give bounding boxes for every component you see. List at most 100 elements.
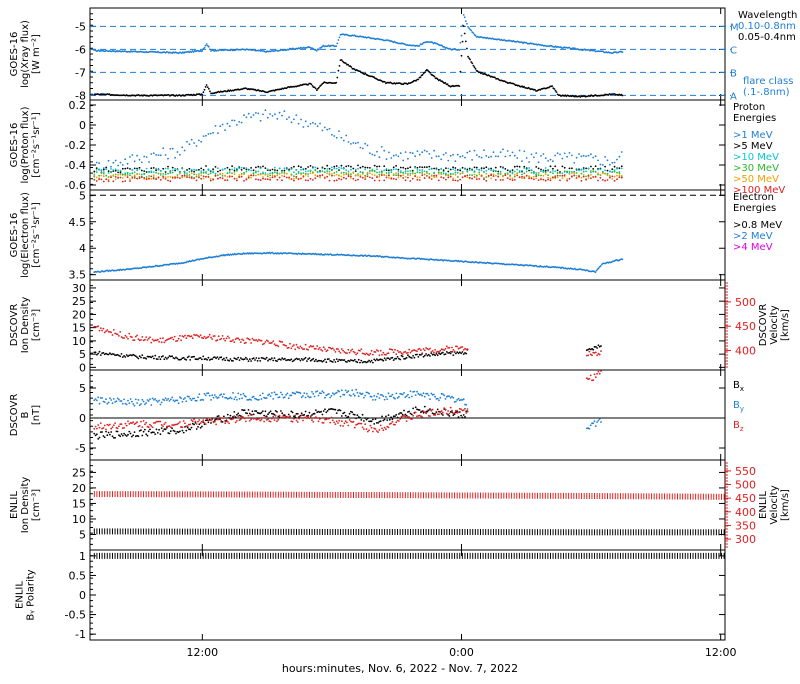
data-point-5MeV	[395, 165, 397, 167]
data-point-By	[253, 396, 255, 398]
data-point-By	[268, 393, 270, 395]
data-point-1MeV	[557, 152, 559, 154]
data-point-Bz	[336, 420, 338, 422]
data-point-Bz	[377, 431, 379, 433]
data-point-velocity	[432, 350, 434, 352]
data-point-Bx	[110, 431, 112, 433]
data-point-Bx	[344, 412, 346, 414]
data-point-100MeV	[250, 175, 252, 177]
data-point-10MeV	[331, 167, 333, 169]
data-point-By	[364, 395, 366, 397]
data-point-density	[372, 362, 374, 364]
data-point-100MeV	[457, 180, 459, 182]
data-point-By	[302, 395, 304, 397]
data-point-Bz	[118, 425, 120, 427]
data-point-velocity	[285, 345, 287, 347]
right-ytick-label-enlil_density: 550	[735, 465, 756, 478]
data-point-velocity	[463, 349, 465, 351]
data-point-By	[307, 395, 309, 397]
data-point-1MeV	[189, 143, 191, 145]
data-point-velocity	[420, 349, 422, 351]
data-point-1MeV	[274, 113, 276, 115]
data-point-velocity	[152, 339, 154, 341]
data-point-density	[274, 357, 276, 359]
data-point-5MeV	[165, 171, 167, 173]
data-point-Bx	[196, 428, 198, 430]
data-point-By	[395, 393, 397, 395]
data-point-1MeV	[607, 159, 609, 161]
data-point-By	[123, 399, 125, 401]
data-point-By	[406, 395, 408, 397]
data-point-100MeV	[383, 180, 385, 182]
data-point-100MeV	[409, 180, 411, 182]
data-point-5MeV	[103, 169, 105, 171]
data-point-velocity	[327, 349, 329, 351]
data-point-5MeV	[212, 168, 214, 170]
data-point-1MeV	[331, 134, 333, 136]
data-point-velocity	[354, 352, 356, 354]
data-point-Bz	[590, 375, 592, 377]
data-point-50MeV	[345, 173, 347, 175]
data-point-5MeV	[324, 168, 326, 170]
ylabel-line: [W m⁻²]	[31, 34, 42, 74]
data-point-1MeV	[621, 151, 623, 153]
data-point-100MeV	[284, 176, 286, 178]
data-point-velocity	[370, 353, 372, 355]
data-point-50MeV	[243, 173, 245, 175]
data-point-1MeV	[234, 120, 236, 122]
data-point-10MeV	[581, 169, 583, 171]
data-point-1MeV	[255, 112, 257, 114]
data-point-Bx	[380, 420, 382, 422]
data-point-5MeV	[590, 166, 592, 168]
data-point-density	[257, 360, 259, 362]
data-point-Bx	[249, 413, 251, 415]
data-point-velocity	[144, 339, 146, 341]
data-point-By	[223, 393, 225, 395]
data-point-50MeV	[538, 173, 540, 175]
data-point-5MeV	[540, 169, 542, 171]
data-point-10MeV	[464, 168, 466, 170]
data-point-00504nm	[335, 82, 337, 84]
data-point-velocity	[424, 350, 426, 352]
data-point-30MeV	[246, 171, 248, 173]
data-point-100MeV	[504, 174, 506, 176]
ylabel-line: Ion Density	[20, 477, 31, 534]
data-point-50MeV	[557, 177, 559, 179]
data-point-100MeV	[552, 177, 554, 179]
data-point-50MeV	[440, 174, 442, 176]
data-point-5MeV	[257, 166, 259, 168]
data-point-By	[121, 400, 123, 402]
data-point-100MeV	[269, 179, 271, 181]
data-point-30MeV	[322, 170, 324, 172]
data-point-100MeV	[288, 177, 290, 179]
data-point-30MeV	[514, 176, 516, 178]
data-point-100MeV	[471, 178, 473, 180]
data-point-01008nm	[419, 45, 421, 47]
data-point-5MeV	[485, 166, 487, 168]
data-point-00504nm	[420, 76, 422, 78]
data-point-30MeV	[611, 171, 613, 173]
data-point-By	[388, 392, 390, 394]
ylabel-proton: GOES-16log(Proton flux)[cm⁻²s⁻¹sr⁻¹]	[9, 106, 42, 183]
data-point-50MeV	[462, 172, 464, 174]
data-point-100MeV	[193, 177, 195, 179]
data-point-By	[185, 400, 187, 402]
data-point-By	[95, 398, 97, 400]
data-point-100MeV	[559, 180, 561, 182]
data-point-100MeV	[533, 178, 535, 180]
data-point-1MeV	[193, 142, 195, 144]
data-point-1MeV	[312, 122, 314, 124]
data-point-Bz	[367, 431, 369, 433]
data-point-00504nm	[205, 86, 207, 88]
data-point-50MeV	[426, 173, 428, 175]
data-point-Bz	[392, 421, 394, 423]
data-point-Bz	[454, 412, 456, 414]
data-point-30MeV	[276, 173, 278, 175]
legend-entry: >30 MeV	[733, 163, 779, 174]
data-point-density	[309, 357, 311, 359]
data-point-density	[158, 356, 160, 358]
data-point-10MeV	[174, 168, 176, 170]
data-point-5MeV	[457, 169, 459, 171]
data-point-velocity	[421, 352, 423, 354]
data-point-By	[235, 396, 237, 398]
